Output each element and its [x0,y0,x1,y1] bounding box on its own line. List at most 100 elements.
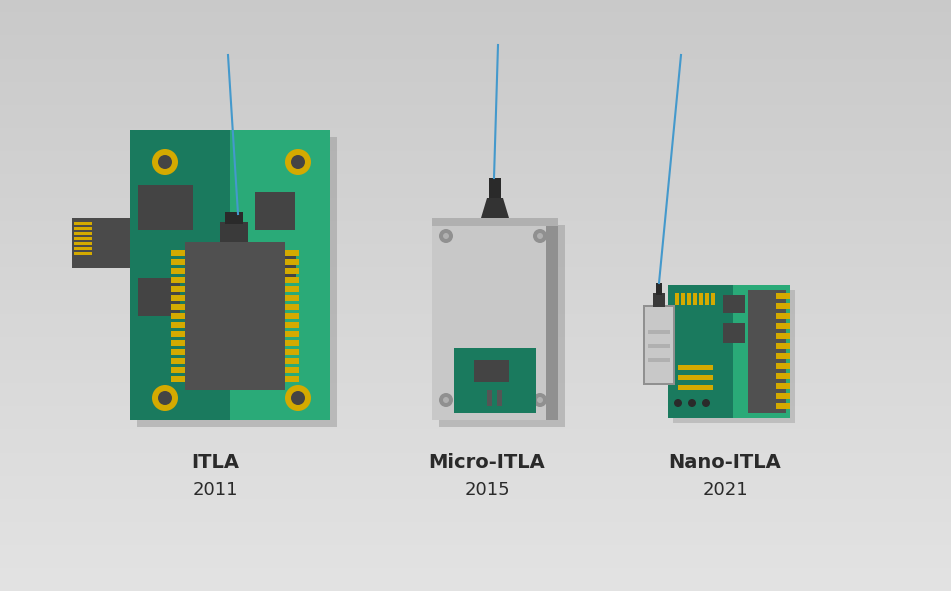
Bar [285,340,299,346]
Bar [643,305,675,385]
Circle shape [533,393,547,407]
Bar [497,390,502,406]
Bar [474,360,509,382]
Circle shape [158,155,172,169]
Bar [711,293,715,305]
Bar [74,242,92,245]
Bar [645,307,673,383]
Bar [776,293,790,299]
Circle shape [688,399,696,407]
Text: ITLA: ITLA [191,453,239,472]
Bar [74,252,92,255]
Bar [285,277,299,283]
Bar [776,343,790,349]
Bar [546,218,558,420]
Bar [171,259,185,265]
Bar [681,293,685,305]
Bar [285,349,299,355]
Bar [776,383,790,389]
Bar [648,358,670,362]
Bar [285,286,299,292]
Bar [171,331,185,337]
Circle shape [443,233,449,239]
Bar [733,285,790,418]
Bar [487,390,492,406]
Bar [687,293,691,305]
Text: 2011: 2011 [192,481,238,499]
Circle shape [439,393,453,407]
Bar [693,293,697,305]
Bar [171,358,185,364]
Bar [171,304,185,310]
Text: 2021: 2021 [702,481,747,499]
Bar [285,331,299,337]
Bar [285,295,299,301]
Bar [285,259,299,265]
Circle shape [674,399,682,407]
Bar [74,227,92,230]
Bar [171,340,185,346]
Bar [285,358,299,364]
Bar [723,323,745,343]
Circle shape [158,391,172,405]
Text: Nano-ITLA: Nano-ITLA [669,453,782,472]
Bar [285,313,299,319]
Bar [285,376,299,382]
Bar [432,218,558,226]
Bar [648,330,670,334]
Bar [171,376,185,382]
Bar [454,348,536,413]
Bar [776,353,790,359]
Bar [74,232,92,235]
Circle shape [443,397,449,403]
Bar [776,393,790,399]
Bar [72,218,130,268]
Bar [74,222,92,225]
Bar [776,363,790,369]
Bar [138,278,180,316]
Bar [776,323,790,329]
Bar [673,290,795,423]
Bar [285,250,299,256]
Circle shape [152,385,178,411]
Bar [171,367,185,373]
Bar [678,365,713,370]
Bar [648,344,670,348]
Bar [258,250,296,282]
Bar [171,295,185,301]
Bar [171,250,185,256]
Circle shape [702,399,710,407]
Bar [171,349,185,355]
Bar [285,268,299,274]
Circle shape [152,149,178,175]
Bar [723,295,745,313]
Bar [668,285,733,418]
Bar [776,333,790,339]
Bar [255,192,295,230]
Bar [678,375,713,380]
Text: Micro-ITLA: Micro-ITLA [429,453,545,472]
Bar [439,225,565,427]
Bar [776,313,790,319]
Bar [220,222,248,242]
Bar [225,212,243,224]
Bar [748,290,786,413]
Bar [489,178,501,198]
Bar [776,403,790,409]
Circle shape [537,397,543,403]
Bar [171,268,185,274]
Bar [675,293,679,305]
Bar [185,242,285,390]
Bar [699,293,703,305]
Bar [171,313,185,319]
Circle shape [285,149,311,175]
Bar [653,293,665,307]
Circle shape [533,229,547,243]
Bar [74,237,92,240]
Text: 2015: 2015 [464,481,510,499]
Bar [171,286,185,292]
Circle shape [291,391,305,405]
Bar [138,185,193,230]
Circle shape [537,233,543,239]
Circle shape [439,229,453,243]
